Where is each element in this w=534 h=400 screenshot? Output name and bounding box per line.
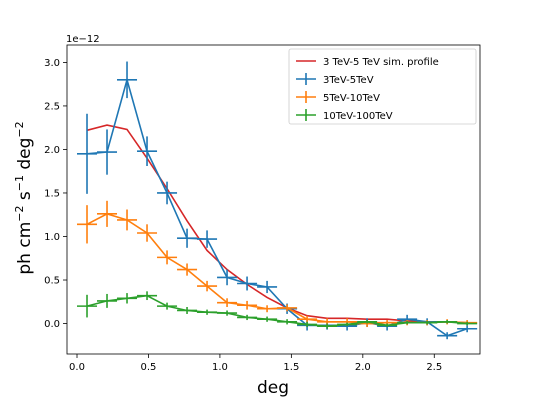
plot-area — [77, 61, 478, 340]
legend-label-profile: 3 TeV-5 TeV sim. profile — [323, 57, 439, 68]
y-axis-label-part: −2 — [13, 206, 26, 222]
y-offset-label: 1e−12 — [66, 34, 100, 45]
x-tick-label: 0.5 — [141, 362, 157, 373]
x-tick-label: 1.0 — [212, 362, 228, 373]
y-axis-label-part: deg — [15, 138, 35, 175]
axes: 0.0 0.5 1.0 1.5 2.0 2.5 0.0 0.5 1.0 1.5 2.0 2.5 3.0 — [44, 58, 442, 373]
y-axis-label-part: −2 — [13, 121, 26, 137]
y-axis-label-part: s — [15, 191, 35, 205]
series-2 — [77, 291, 478, 329]
y-tick-label: 2.5 — [44, 101, 60, 112]
legend-label-3-5: 3TeV-5TeV — [323, 75, 374, 86]
series-line — [86, 76, 468, 337]
legend: 3 TeV-5 TeV sim. profile 3TeV-5TeV 5TeV-… — [288, 48, 477, 125]
x-tick-label: 1.5 — [283, 362, 299, 373]
y-tick-label: 1.5 — [44, 188, 60, 199]
y-tick-label: 1.0 — [44, 232, 60, 243]
y-axis-label-part: −1 — [13, 175, 26, 191]
y-tick-label: 2.0 — [44, 145, 60, 156]
x-axis-label: deg — [257, 378, 289, 398]
y-axis-label-part: ph cm — [15, 222, 35, 275]
legend-label-5-10: 5TeV-10TeV — [323, 93, 380, 104]
x-tick-label: 0.0 — [69, 362, 85, 373]
legend-label-10-100: 10TeV-100TeV — [323, 111, 393, 122]
y-tick-label: 0.5 — [44, 276, 60, 287]
plot-frame — [66, 44, 481, 355]
x-tick-label: 2.5 — [426, 362, 442, 373]
series-0 — [77, 61, 478, 340]
y-tick-label: 0.0 — [44, 319, 60, 330]
legend-frame — [288, 48, 477, 125]
y-tick-label: 3.0 — [44, 58, 60, 69]
x-tick-label: 2.0 — [355, 362, 371, 373]
y-axis-label: ph cm−2 s−1 deg−2 — [13, 121, 35, 274]
